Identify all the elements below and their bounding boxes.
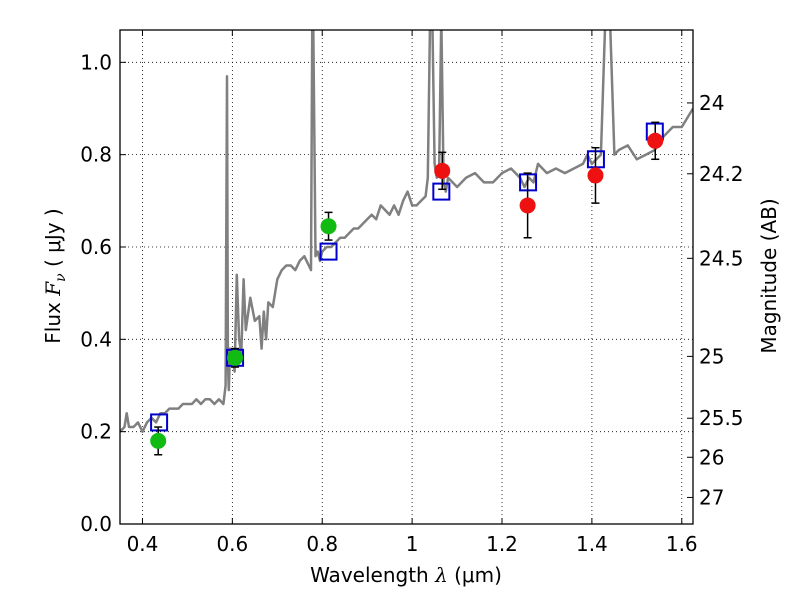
observed-photometry-point	[227, 349, 244, 366]
magnitude-tick-label: 26	[699, 445, 724, 469]
observed-photometry-point	[587, 167, 604, 184]
observed-photometry-point	[647, 132, 664, 149]
model-photometry-square	[319, 242, 338, 261]
x-tick-label: 1.6	[666, 532, 698, 556]
plot-background	[120, 30, 693, 524]
magnitude-tick-label: 24.5	[699, 246, 744, 270]
magnitude-tick-label: 25.5	[699, 406, 744, 430]
x-tick-label: 0.8	[306, 532, 338, 556]
y2-axis-label: Magnitude (AB)	[757, 198, 781, 353]
observed-photometry-point	[150, 432, 167, 449]
y-tick-label: 0.6	[80, 235, 112, 259]
plot-area	[120, 30, 693, 456]
axis-labels: Wavelength λ (μm) Flux Fν ( μJy ) Magnit…	[41, 198, 781, 587]
axes-frame	[119, 29, 694, 525]
y-tick-label: 0.4	[80, 327, 112, 351]
spectrum-line	[120, 30, 693, 433]
observed-photometry-point	[519, 197, 536, 214]
observed-photometry-point	[434, 162, 451, 179]
magnitude-tick-label: 27	[699, 485, 724, 509]
x-tick-label: 1.4	[576, 532, 608, 556]
magnitude-tick-label: 24	[699, 91, 724, 115]
x-tick-label: 0.4	[127, 532, 159, 556]
y-tick-label: 0.8	[80, 143, 112, 167]
x-tick-label: 0.6	[216, 532, 248, 556]
x-axis-label: Wavelength λ (μm)	[310, 563, 502, 587]
y-tick-label: 0.2	[80, 420, 112, 444]
x-tick-label: 1.2	[486, 532, 518, 556]
ticks: 0.4 0.6 0.8 1 1.2 1.4 1.6 0.0 0.2 0.4 0.6 0.8 1.0 24 2…	[80, 30, 744, 556]
plot-border	[119, 29, 694, 525]
x-tick-label: 1	[406, 532, 419, 556]
y-axis-label: Flux Fν ( μJy )	[41, 208, 69, 343]
y-tick-label: 1.0	[80, 50, 112, 74]
magnitude-tick-label: 24.2	[699, 162, 744, 186]
model-photometry-square	[432, 182, 451, 201]
magnitude-tick-label: 25	[699, 344, 724, 368]
y-tick-label: 0.0	[80, 512, 112, 536]
model-photometry-square	[150, 413, 169, 432]
observed-photometry-point	[320, 218, 337, 235]
